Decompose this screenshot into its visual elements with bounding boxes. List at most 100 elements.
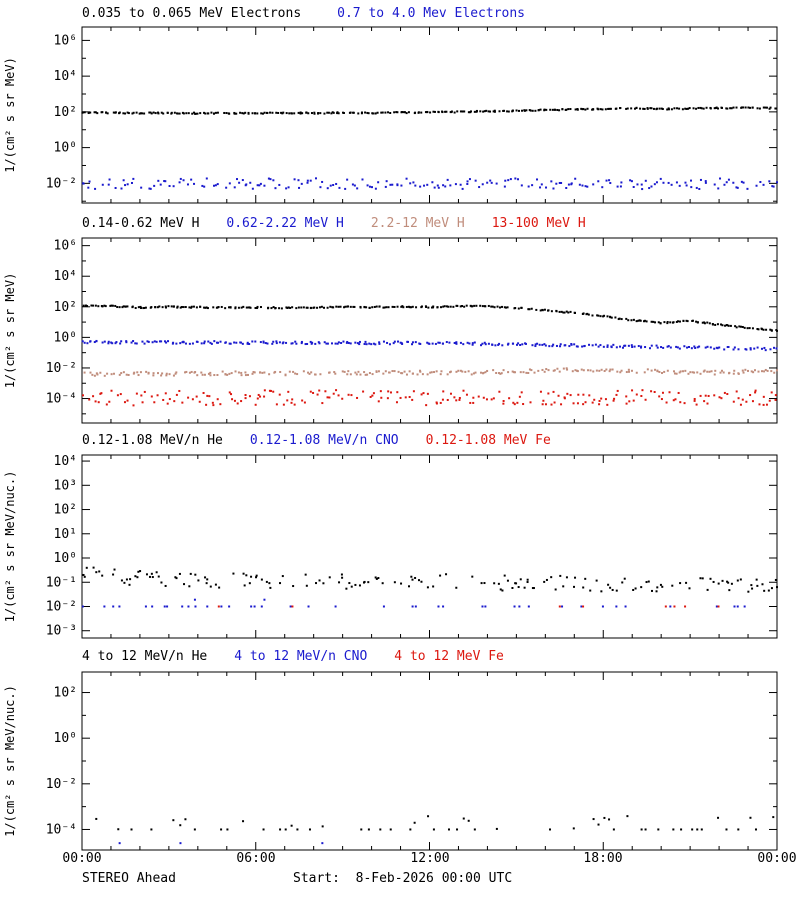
data-point — [751, 327, 754, 330]
data-point — [85, 566, 88, 569]
data-point — [592, 370, 595, 373]
data-point — [444, 110, 447, 113]
data-point — [734, 325, 737, 328]
data-point — [550, 310, 553, 313]
data-point — [698, 345, 701, 348]
data-point — [653, 183, 656, 186]
data-point — [614, 316, 617, 319]
data-point — [293, 178, 296, 181]
data-point — [610, 316, 613, 319]
data-point — [675, 372, 678, 375]
data-point — [432, 110, 435, 113]
data-point — [693, 345, 696, 348]
data-point — [108, 178, 111, 181]
data-point — [729, 107, 732, 110]
data-point — [254, 307, 257, 310]
data-point — [271, 111, 274, 114]
data-point — [440, 306, 443, 309]
data-point — [368, 185, 371, 188]
data-point — [361, 178, 364, 181]
data-point — [326, 342, 329, 345]
data-point — [122, 305, 125, 308]
data-point — [503, 574, 506, 577]
data-point — [603, 816, 606, 819]
data-point — [400, 305, 403, 308]
data-point — [178, 112, 181, 115]
data-point — [608, 107, 611, 110]
data-point — [445, 110, 448, 113]
data-point — [179, 342, 182, 345]
data-point — [123, 581, 126, 584]
data-point — [359, 373, 362, 376]
data-point — [256, 184, 259, 187]
data-point — [165, 372, 168, 375]
data-point — [511, 586, 514, 589]
data-point — [145, 370, 148, 373]
data-point — [347, 342, 350, 345]
data-point — [744, 368, 747, 371]
data-point — [649, 107, 652, 110]
data-point — [172, 819, 175, 822]
data-point — [331, 111, 334, 114]
data-point — [370, 343, 373, 346]
panel3-title-row: 0.12-1.08 MeV/n He 0.12-1.08 MeV/n CNO 0… — [82, 433, 551, 448]
data-point — [535, 308, 538, 311]
data-point — [725, 181, 728, 184]
data-point — [498, 390, 501, 393]
data-point — [366, 184, 369, 187]
data-point — [111, 342, 114, 345]
data-point — [233, 111, 236, 114]
data-point — [132, 372, 135, 375]
data-point — [81, 340, 84, 343]
data-point — [413, 112, 416, 115]
data-point — [519, 578, 522, 581]
data-point — [208, 395, 211, 398]
data-point — [184, 342, 187, 345]
data-point — [721, 579, 724, 582]
data-point — [727, 345, 730, 348]
data-point — [701, 321, 704, 324]
data-point — [218, 586, 221, 589]
data-point — [625, 402, 628, 405]
data-point — [396, 111, 399, 114]
data-point — [726, 580, 729, 583]
data-point — [609, 586, 612, 589]
data-point — [285, 306, 288, 309]
data-point — [696, 828, 699, 831]
data-point — [551, 345, 554, 348]
data-point — [152, 111, 155, 114]
data-point — [459, 341, 462, 344]
data-point — [774, 107, 777, 110]
data-point — [436, 184, 439, 187]
data-point — [517, 342, 520, 345]
data-point — [334, 605, 337, 608]
data-point — [632, 185, 635, 188]
data-point — [459, 183, 462, 186]
data-point — [151, 605, 154, 608]
data-point — [229, 306, 232, 309]
data-point — [640, 183, 643, 186]
data-point — [164, 306, 167, 309]
data-point — [582, 605, 585, 608]
data-point — [447, 305, 450, 308]
data-point — [756, 584, 759, 587]
data-point — [699, 372, 702, 375]
data-point — [319, 186, 322, 189]
data-point — [337, 394, 340, 397]
data-point — [405, 305, 408, 308]
data-point — [657, 321, 660, 324]
data-point — [732, 372, 735, 375]
data-point — [446, 178, 449, 181]
data-point — [224, 341, 227, 344]
data-point — [673, 372, 676, 375]
data-point — [172, 185, 175, 188]
data-point — [552, 390, 555, 393]
data-point — [463, 305, 466, 308]
data-point — [559, 343, 562, 346]
panel2-title-h3: 2.2-12 MeV H — [370, 216, 465, 231]
data-point — [161, 372, 164, 375]
data-point — [143, 112, 146, 115]
data-point — [569, 310, 572, 313]
data-point — [445, 341, 448, 344]
